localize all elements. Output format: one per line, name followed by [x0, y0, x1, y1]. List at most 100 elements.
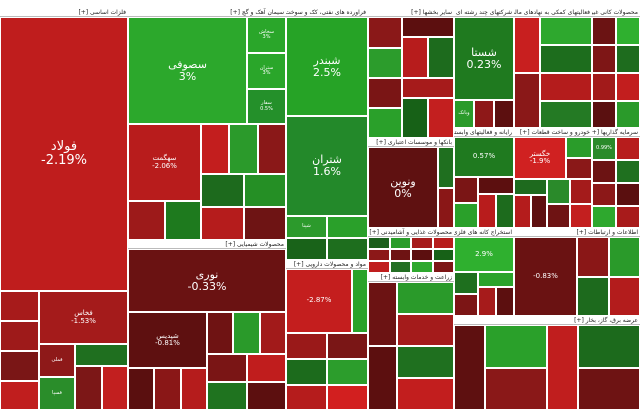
stock-tile[interactable]: ستران 3% — [247, 53, 286, 89]
stock-tile[interactable] — [368, 78, 402, 108]
stock-tile[interactable] — [570, 179, 592, 204]
sector-title[interactable]: محصولات کانی غیرفلزی [+] — [592, 8, 640, 17]
stock-tile[interactable] — [181, 368, 207, 410]
stock-tile[interactable] — [368, 48, 402, 78]
stock-tile[interactable] — [201, 174, 244, 207]
stock-tile[interactable] — [0, 321, 39, 351]
stock-tile[interactable] — [454, 325, 485, 410]
stock-tile[interactable] — [258, 124, 286, 174]
sector-title[interactable]: محصولات شیمیایی [+] — [128, 240, 286, 249]
stock-tile[interactable] — [433, 261, 454, 273]
stock-tile[interactable] — [485, 325, 547, 368]
stock-tile[interactable]: ونوین 0% — [368, 147, 438, 228]
stock-tile[interactable] — [438, 147, 454, 188]
stock-tile[interactable] — [165, 201, 201, 240]
sector-title[interactable]: زراعت و خدمات وابسته [+] — [368, 273, 454, 282]
stock-tile[interactable] — [75, 344, 128, 366]
stock-tile[interactable]: شستا 0.23% — [454, 17, 514, 100]
sector-title[interactable]: بانکها و موسسات اعتباری [+] — [368, 138, 454, 147]
stock-tile[interactable] — [616, 137, 640, 160]
stock-tile[interactable] — [496, 287, 514, 316]
stock-tile[interactable] — [0, 381, 39, 410]
sector-title[interactable]: فراورده های نفتی، کک و سوخت هسته ای [+] — [286, 8, 368, 17]
stock-tile[interactable] — [327, 238, 368, 260]
stock-tile[interactable]: نوری -0.33% — [128, 249, 286, 312]
stock-tile[interactable]: فخاس -1.53% — [39, 291, 128, 344]
stock-tile[interactable] — [438, 188, 454, 228]
sector-title[interactable]: فلزات اساسی [+] — [0, 8, 128, 17]
sector-title[interactable]: خودرو و ساخت قطعات [+] — [514, 128, 592, 137]
stock-tile[interactable] — [616, 45, 640, 73]
stock-tile[interactable]: فملی — [39, 344, 75, 377]
stock-tile[interactable] — [514, 17, 540, 73]
stock-tile[interactable] — [485, 368, 547, 410]
sector-title[interactable]: سیمان آهک و گچ [+] — [128, 8, 286, 17]
stock-tile[interactable] — [411, 261, 433, 273]
stock-tile[interactable] — [592, 17, 616, 45]
stock-tile[interactable] — [368, 108, 402, 138]
stock-tile[interactable] — [478, 287, 496, 316]
stock-tile[interactable] — [286, 238, 327, 260]
stock-tile[interactable] — [233, 312, 260, 354]
stock-tile[interactable] — [411, 237, 433, 249]
stock-tile[interactable] — [411, 249, 433, 261]
stock-tile[interactable] — [390, 261, 411, 273]
stock-tile[interactable] — [496, 194, 514, 228]
sector-title[interactable]: عرضه برق، گاز، بخار [+] — [454, 316, 640, 325]
stock-tile[interactable] — [397, 346, 454, 378]
stock-tile[interactable] — [286, 385, 327, 410]
sector-title[interactable]: اطلاعات و ارتباطات [+] — [514, 228, 640, 237]
stock-tile[interactable] — [207, 354, 247, 382]
stock-tile[interactable] — [368, 249, 390, 261]
stock-tile[interactable]: فولاد -2.19% — [0, 17, 128, 291]
stock-tile[interactable]: شتران 1.6% — [286, 116, 368, 216]
stock-tile[interactable] — [397, 378, 454, 410]
sector-title[interactable]: استخراج کانه های فلزی [+] — [454, 228, 514, 237]
stock-tile[interactable] — [540, 45, 592, 73]
stock-tile[interactable] — [540, 17, 592, 45]
stock-tile[interactable] — [566, 158, 592, 179]
stock-tile[interactable] — [327, 359, 368, 385]
stock-tile[interactable]: شبندر 2.5% — [286, 17, 368, 116]
stock-tile[interactable]: وبانک — [454, 100, 474, 128]
stock-tile[interactable] — [570, 204, 592, 228]
stock-tile[interactable] — [592, 101, 616, 128]
stock-tile[interactable] — [433, 249, 454, 261]
stock-tile[interactable]: شپدیس -0.81% — [128, 312, 207, 368]
stock-tile[interactable] — [540, 101, 592, 128]
stock-tile[interactable]: سفار 0.5% — [247, 89, 286, 124]
stock-tile[interactable] — [327, 216, 368, 238]
stock-tile[interactable] — [514, 179, 547, 195]
stock-tile[interactable]: 2.9% — [454, 237, 514, 272]
stock-tile[interactable] — [128, 368, 154, 410]
stock-tile[interactable]: 0.99% — [592, 137, 616, 160]
stock-tile[interactable] — [616, 183, 640, 206]
stock-tile[interactable]: سخاش 3% — [247, 17, 286, 53]
stock-tile[interactable] — [609, 277, 640, 316]
stock-tile[interactable] — [428, 37, 454, 78]
stock-tile[interactable] — [201, 207, 244, 240]
stock-tile[interactable] — [514, 73, 540, 128]
stock-tile[interactable] — [260, 312, 286, 354]
stock-tile[interactable] — [368, 261, 390, 273]
stock-tile[interactable] — [397, 314, 454, 346]
stock-tile[interactable] — [577, 237, 609, 277]
stock-tile[interactable]: سهگمت -2.06% — [128, 124, 201, 201]
stock-tile[interactable] — [154, 368, 181, 410]
stock-tile[interactable] — [433, 237, 454, 249]
stock-tile[interactable] — [397, 282, 454, 314]
stock-tile[interactable] — [514, 195, 531, 228]
stock-tile[interactable] — [616, 73, 640, 101]
stock-tile[interactable] — [244, 174, 286, 207]
stock-tile[interactable] — [428, 98, 454, 138]
stock-tile[interactable] — [578, 325, 640, 368]
stock-tile[interactable] — [102, 366, 128, 410]
stock-tile[interactable] — [247, 354, 286, 382]
stock-tile[interactable]: 0.57% — [454, 137, 514, 177]
sector-title[interactable]: شرکتهای چند رشته ای صنعتی [+] — [454, 8, 514, 17]
stock-tile[interactable]: سصوفی 3% — [128, 17, 247, 124]
stock-tile[interactable] — [201, 124, 229, 174]
stock-tile[interactable] — [578, 368, 640, 410]
stock-tile[interactable] — [402, 37, 428, 78]
stock-tile[interactable] — [531, 195, 547, 228]
